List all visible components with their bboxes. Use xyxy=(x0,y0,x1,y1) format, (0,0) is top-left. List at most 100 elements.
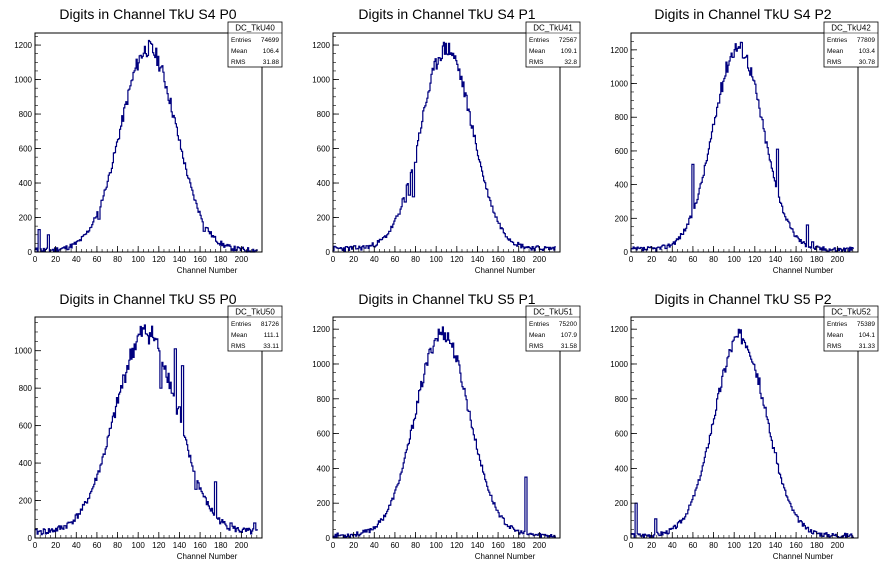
stats-label: Entries xyxy=(827,37,848,44)
x-tick-label: 60 xyxy=(688,255,697,264)
x-tick-label: 180 xyxy=(512,541,526,550)
y-tick-label: 800 xyxy=(615,113,629,122)
stats-label: Mean xyxy=(231,332,248,339)
stats-value: 106.4 xyxy=(263,48,280,55)
panel-title: Digits in Channel TkU S4 P0 xyxy=(59,6,236,22)
y-tick-label: 0 xyxy=(326,534,331,543)
y-tick-label: 200 xyxy=(615,499,629,508)
stats-box: DC_TkU42 Entries 77809 Mean 103.4 RMS 30.78 xyxy=(823,21,879,68)
y-tick-label: 800 xyxy=(317,395,331,404)
x-tick-label: 200 xyxy=(533,255,547,264)
stats-box: DC_TkU52 Entries 75389 Mean 104.1 RMS 31.33 xyxy=(823,305,879,352)
y-tick-label: 600 xyxy=(615,147,629,156)
x-tick-label: 160 xyxy=(193,255,207,264)
y-tick-label: 200 xyxy=(615,214,629,223)
x-tick-label: 0 xyxy=(33,255,38,264)
y-tick-label: 1000 xyxy=(312,360,330,369)
histogram-line xyxy=(34,39,258,253)
x-tick-label: 0 xyxy=(629,255,634,264)
x-tick-label: 40 xyxy=(72,541,81,550)
panel-title: Digits in Channel TkU S5 P0 xyxy=(59,291,236,307)
x-tick-label: 200 xyxy=(831,541,845,550)
x-tick-label: 140 xyxy=(471,541,485,550)
y-tick-label: 800 xyxy=(19,110,33,119)
stats-label: Mean xyxy=(529,332,546,339)
stats-box: DC_TkU50 Entries 81726 Mean 111.1 RMS 33.11 xyxy=(227,305,283,352)
y-tick-label: 1000 xyxy=(14,347,32,356)
histogram-line xyxy=(630,328,854,539)
stats-label: RMS xyxy=(827,59,842,66)
x-tick-label: 120 xyxy=(152,255,166,264)
x-tick-label: 100 xyxy=(728,255,742,264)
y-tick-label: 200 xyxy=(19,214,33,223)
stats-box: DC_TkU40 Entries 74699 Mean 106.4 RMS 31.88 xyxy=(227,21,283,68)
stats-label: Mean xyxy=(231,48,248,55)
histogram-panel-4: Digits in Channel TkU S5 P1 0 20 40 60 80 100 1… xyxy=(312,291,581,561)
stats-value: 72567 xyxy=(559,37,577,44)
y-tick-label: 200 xyxy=(317,214,331,223)
stats-box-name: DC_TkU41 xyxy=(533,24,573,33)
stats-label: Entries xyxy=(529,321,550,328)
stats-box-frame xyxy=(823,21,879,68)
y-tick-label: 0 xyxy=(624,534,629,543)
x-tick-label: 140 xyxy=(173,255,187,264)
stats-label: Mean xyxy=(827,48,844,55)
x-tick-label: 80 xyxy=(709,541,718,550)
y-tick-label: 200 xyxy=(19,497,33,506)
y-tick-label: 1200 xyxy=(610,46,628,55)
stats-value: 30.78 xyxy=(859,59,876,66)
x-tick-label: 200 xyxy=(831,255,845,264)
x-tick-label: 60 xyxy=(92,541,101,550)
x-tick-label: 140 xyxy=(471,255,485,264)
x-tick-label: 40 xyxy=(72,255,81,264)
stats-box-frame xyxy=(227,305,283,352)
x-tick-label: 20 xyxy=(349,541,358,550)
stats-label: RMS xyxy=(231,343,246,350)
x-tick-label: 100 xyxy=(132,255,146,264)
x-axis-label: Channel Number xyxy=(177,552,238,561)
x-axis-label: Channel Number xyxy=(773,266,834,275)
y-tick-label: 600 xyxy=(19,422,33,431)
x-tick-label: 120 xyxy=(748,255,762,264)
x-tick-label: 60 xyxy=(688,541,697,550)
x-tick-label: 0 xyxy=(629,541,634,550)
histogram-panel-3: Digits in Channel TkU S5 P0 0 20 40 60 80 100 1… xyxy=(14,291,283,561)
y-tick-label: 200 xyxy=(317,499,331,508)
x-tick-label: 40 xyxy=(668,255,677,264)
stats-box-name: DC_TkU40 xyxy=(235,24,275,33)
stats-box: DC_TkU51 Entries 75200 Mean 107.9 RMS 31.58 xyxy=(525,305,581,352)
stats-label: RMS xyxy=(529,59,544,66)
y-tick-label: 0 xyxy=(624,248,629,257)
x-axis-label: Channel Number xyxy=(773,552,834,561)
stats-label: RMS xyxy=(529,343,544,350)
x-tick-label: 20 xyxy=(349,255,358,264)
x-tick-label: 140 xyxy=(173,541,187,550)
x-tick-label: 200 xyxy=(235,255,249,264)
x-tick-label: 60 xyxy=(390,541,399,550)
histogram-line xyxy=(34,324,258,538)
x-tick-label: 80 xyxy=(411,541,420,550)
histogram-panel-0: Digits in Channel TkU S4 P0 0 20 40 60 80 100 1… xyxy=(14,6,283,275)
x-axis-label: Channel Number xyxy=(475,552,536,561)
histogram-panel-1: Digits in Channel TkU S4 P1 0 20 40 60 80 100 1… xyxy=(312,6,581,275)
x-tick-label: 60 xyxy=(390,255,399,264)
y-tick-label: 800 xyxy=(19,384,33,393)
x-tick-label: 180 xyxy=(512,255,526,264)
stats-value: 107.9 xyxy=(561,332,578,339)
stats-value: 109.1 xyxy=(561,48,578,55)
y-tick-label: 400 xyxy=(615,181,629,190)
stats-box-frame xyxy=(525,305,581,352)
stats-value: 103.4 xyxy=(859,48,876,55)
x-tick-label: 120 xyxy=(748,541,762,550)
y-tick-label: 1200 xyxy=(312,325,330,334)
x-tick-label: 80 xyxy=(709,255,718,264)
x-tick-label: 100 xyxy=(132,541,146,550)
stats-value: 81726 xyxy=(261,321,279,328)
x-axis-label: Channel Number xyxy=(177,266,238,275)
stats-value: 104.1 xyxy=(859,332,876,339)
x-tick-label: 0 xyxy=(33,541,38,550)
stats-label: Mean xyxy=(529,48,546,55)
y-tick-label: 0 xyxy=(326,248,331,257)
x-tick-label: 20 xyxy=(51,541,60,550)
x-tick-label: 100 xyxy=(430,541,444,550)
